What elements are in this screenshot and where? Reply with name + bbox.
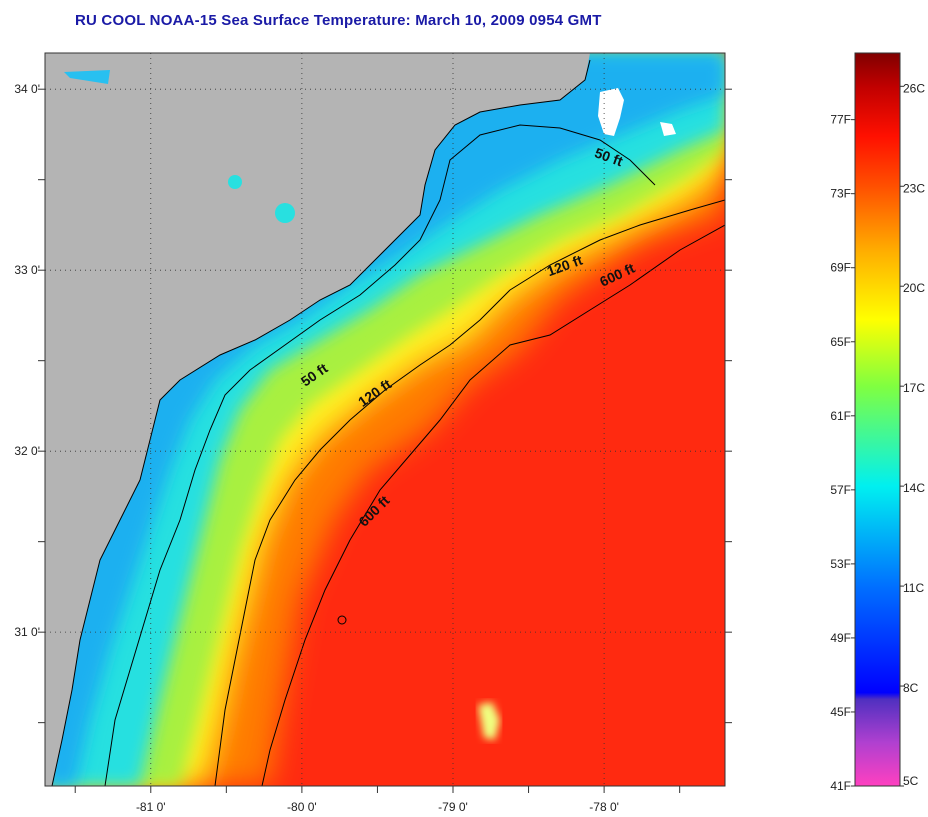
- colorbar-c-label: 8C: [903, 681, 919, 695]
- isobath-50ft: [104, 124, 656, 786]
- colorbar-f-label: 53F: [830, 557, 851, 571]
- axis-labels: -81 0' -80 0' -79 0' -78 0' 34 0' 33 0' 32 0' 3…: [14, 82, 619, 814]
- colorbar-f-label: 61F: [830, 409, 851, 423]
- colorbar-f-label: 69F: [830, 261, 851, 275]
- coastline: [51, 59, 591, 786]
- seamount-marker: [337, 615, 347, 625]
- axis-ticks: [38, 88, 732, 793]
- map-frame: [44, 52, 726, 787]
- cool-plume: [478, 702, 500, 740]
- lake-patch: [64, 70, 110, 84]
- lake-patch: [275, 203, 295, 223]
- colorbar-f-label: 45F: [830, 705, 851, 719]
- lat-tick-label: 32 0': [14, 444, 40, 458]
- land-mass: [45, 53, 590, 786]
- colorbar-gradient: [854, 52, 901, 787]
- lon-tick-label: -78 0': [589, 800, 619, 814]
- lat-tick-label: 34 0': [14, 82, 40, 96]
- lon-tick-label: -81 0': [136, 800, 166, 814]
- colorbar-f-label: 57F: [830, 483, 851, 497]
- colorbar-c-label: 17C: [903, 381, 925, 395]
- colorbar-c-label: 5C: [903, 774, 919, 788]
- colorbar-ticks: 26C 23C 20C 17C 14C 11C 8C 5C 77F 73F 69F 65F 61F 57F…: [830, 81, 925, 793]
- lat-tick-label: 31 0': [14, 625, 40, 639]
- isobath-120ft: [214, 199, 725, 786]
- colorbar-c-label: 14C: [903, 481, 925, 495]
- colorbar-c-label: 26C: [903, 81, 925, 95]
- colorbar-f-label: 77F: [830, 113, 851, 127]
- colorbar-c-label: 23C: [903, 181, 925, 195]
- lat-tick-label: 33 0': [14, 263, 40, 277]
- colorbar-f-label: 41F: [830, 779, 851, 793]
- colorbar-f-label: 49F: [830, 631, 851, 645]
- isobath-600ft: [261, 224, 725, 786]
- lon-tick-label: -79 0': [438, 800, 468, 814]
- colorbar-c-label: 11C: [903, 581, 924, 595]
- gridlines: [45, 53, 725, 786]
- colorbar-c-label: 20C: [903, 281, 925, 295]
- colorbar-f-label: 73F: [830, 187, 851, 201]
- map-title: RU COOL NOAA-15 Sea Surface Temperature:…: [75, 12, 602, 29]
- cloud-patch-small: [660, 122, 676, 136]
- colorbar-f-label: 65F: [830, 335, 851, 349]
- lon-tick-label: -80 0': [287, 800, 317, 814]
- lake-patch: [228, 175, 242, 189]
